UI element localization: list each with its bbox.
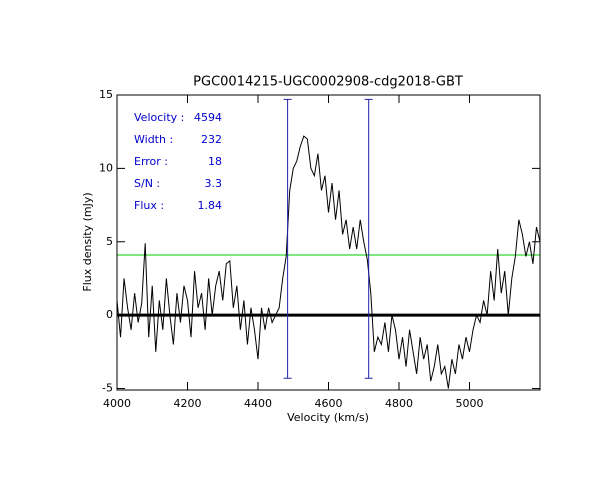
x-axis-label: Velocity (km/s) xyxy=(287,411,369,424)
x-tick-label: 4800 xyxy=(385,397,413,410)
annotation-value: 18 xyxy=(208,155,222,168)
spectrum-line xyxy=(116,135,541,389)
x-tick-label: 5000 xyxy=(456,397,484,410)
y-tick-label: 15 xyxy=(99,88,113,101)
y-tick-label: 5 xyxy=(106,235,113,248)
y-tick-label: 10 xyxy=(99,161,113,174)
annotation-value: 1.84 xyxy=(198,199,223,212)
y-tick-label: -5 xyxy=(102,382,113,395)
chart-title: PGC0014215-UGC0002908-cdg2018-GBT xyxy=(193,75,463,90)
y-tick-label: 0 xyxy=(106,308,113,321)
y-axis-label: Flux density (mJy) xyxy=(81,192,94,291)
annotation-label: Width : xyxy=(134,133,173,146)
annotation-label: Error : xyxy=(134,155,168,168)
annotation-label: Flux : xyxy=(134,199,164,212)
annotation-label: S/N : xyxy=(134,177,160,190)
x-tick-label: 4600 xyxy=(315,397,343,410)
annotation-value: 4594 xyxy=(194,111,222,124)
annotation-label: Velocity : xyxy=(134,111,184,124)
annotation-value: 232 xyxy=(201,133,222,146)
x-tick-label: 4400 xyxy=(244,397,272,410)
x-tick-label: 4000 xyxy=(103,397,131,410)
plot-frame xyxy=(116,94,541,391)
x-tick-label: 4200 xyxy=(174,397,202,410)
annotation-value: 3.3 xyxy=(205,177,223,190)
